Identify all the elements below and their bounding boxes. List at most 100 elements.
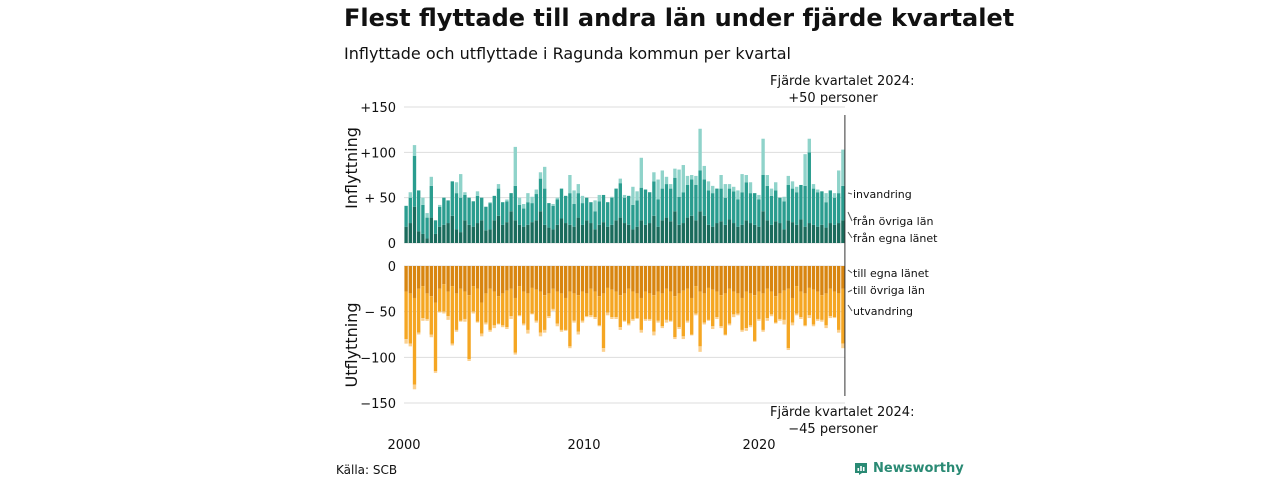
bar-segment: [774, 266, 778, 297]
bar-segment: [568, 291, 572, 347]
bar-segment: [774, 322, 778, 324]
bar-segment: [564, 195, 568, 224]
bar-segment: [580, 320, 585, 323]
bar-segment: [501, 293, 505, 326]
bar-segment: [454, 329, 459, 332]
bar-segment: [417, 231, 421, 243]
bar-segment: [522, 323, 526, 326]
bar-segment: [459, 232, 463, 243]
bar-segment: [627, 266, 631, 289]
bar-segment: [543, 329, 547, 333]
y-tick-label: 0: [388, 260, 396, 275]
bar-segment: [681, 336, 685, 340]
bar-segment: [492, 220, 496, 243]
bar-segment: [459, 197, 463, 233]
bar-segment: [786, 175, 790, 185]
bar-segment: [454, 182, 459, 194]
bar-segment: [593, 266, 597, 292]
bar-segment: [786, 266, 790, 289]
bar-segment: [417, 190, 421, 232]
bar-segment: [522, 291, 526, 324]
x-tick-label: 2010: [567, 438, 600, 453]
bar-segment: [727, 184, 732, 189]
bar-segment: [723, 184, 727, 198]
bar-segment: [711, 326, 715, 330]
bar-segment: [450, 343, 454, 346]
brand-logo[interactable]: Newsworthy: [854, 461, 964, 476]
bar-segment: [488, 202, 492, 204]
bar-segment: [732, 223, 736, 243]
bar-segment: [803, 266, 807, 294]
bar-segment: [509, 316, 513, 319]
bar-segment: [530, 287, 534, 314]
bar-segment: [450, 286, 454, 344]
bar-segment: [471, 226, 475, 243]
bar-segment: [572, 226, 576, 243]
bar-segment: [702, 293, 706, 323]
bar-segment: [576, 217, 580, 243]
bar-segment: [648, 192, 652, 224]
bar-segment: [438, 226, 442, 243]
annotation-bottom-line2: −45 personer: [788, 422, 878, 437]
annotation-bottom: Fjärde kvartalet 2024: −45 personer: [770, 404, 914, 438]
bar-segment: [811, 289, 816, 325]
bar-segment: [723, 293, 727, 335]
bar-segment: [614, 317, 618, 319]
bar-segment: [790, 188, 795, 223]
bar-segment: [643, 224, 648, 243]
bar-segment: [807, 266, 811, 288]
bar-segment: [698, 128, 702, 171]
bar-segment: [421, 233, 425, 243]
y-tick-label: −150: [360, 397, 396, 412]
bar-segment: [450, 266, 454, 287]
bar-segment: [425, 213, 429, 218]
bar-segment: [517, 224, 522, 243]
bar-segment: [526, 293, 530, 330]
bar-segment: [841, 185, 845, 221]
bar-segment: [501, 224, 505, 243]
bar-segment: [761, 329, 765, 332]
bar-segment: [803, 154, 807, 186]
bar-segment: [538, 332, 543, 337]
bar-segment: [429, 266, 433, 297]
bar-segment: [576, 331, 580, 335]
series-label-connector: [847, 269, 853, 274]
bar-segment: [732, 314, 736, 318]
bar-segment: [832, 197, 837, 225]
bar-segment: [723, 266, 727, 294]
bar-segment: [837, 266, 841, 294]
bar-segment: [425, 318, 429, 321]
bar-segment: [790, 297, 795, 323]
bar-segment: [488, 203, 492, 230]
x-tick-label: 2020: [742, 438, 775, 453]
bar-segment: [719, 221, 723, 243]
bar-segment: [648, 318, 652, 321]
bar-segment: [551, 288, 555, 309]
y-tick-label: 0: [388, 237, 396, 252]
bar-segment: [597, 296, 601, 326]
bar-segment: [694, 286, 698, 314]
bar-segment: [564, 223, 568, 243]
bar-segment: [572, 190, 576, 205]
bar-segment: [807, 138, 811, 153]
bar-segment: [412, 206, 417, 243]
bar-segment: [404, 226, 408, 243]
bar-segment: [677, 196, 681, 225]
bar-segment: [681, 192, 685, 224]
bar-segment: [685, 175, 690, 185]
bar-segment: [580, 224, 585, 243]
bar-segment: [652, 181, 656, 216]
bar-segment: [551, 308, 555, 311]
bar-segment: [526, 202, 530, 225]
bar-segment: [698, 291, 702, 347]
bar-segment: [744, 328, 748, 331]
y-tick-label: −100: [360, 351, 396, 366]
bar-segment: [753, 266, 757, 296]
bar-segment: [429, 185, 433, 218]
bar-segment: [534, 189, 538, 195]
bar-segment: [719, 295, 723, 327]
bar-segment: [505, 222, 509, 243]
bar-segment: [694, 175, 698, 185]
bar-segment: [685, 266, 690, 289]
bar-segment: [719, 175, 723, 189]
